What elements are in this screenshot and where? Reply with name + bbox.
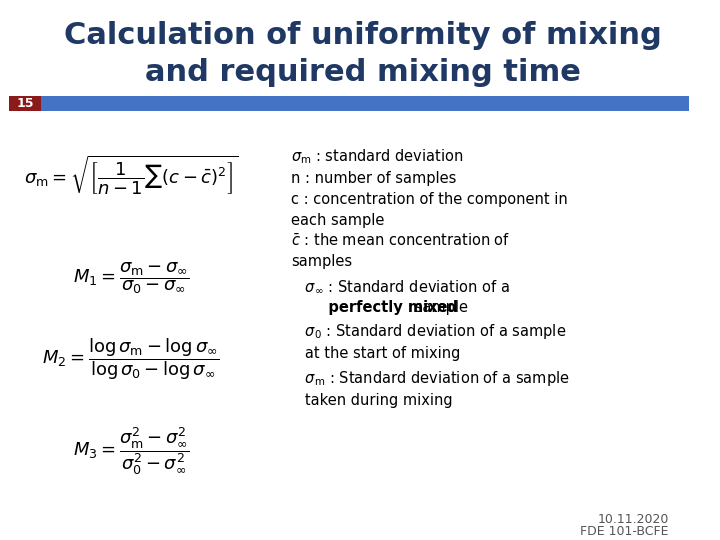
Text: at the start of mixing: at the start of mixing <box>291 346 460 361</box>
Text: $M_1 = \dfrac{\sigma_{\mathrm{m}} - \sigma_{\infty}}{\sigma_0 - \sigma_{\infty}}: $M_1 = \dfrac{\sigma_{\mathrm{m}} - \sig… <box>73 260 189 296</box>
Text: c : concentration of the component in: c : concentration of the component in <box>291 192 568 207</box>
Text: $\sigma_0$ : Standard deviation of a sample: $\sigma_0$ : Standard deviation of a sam… <box>291 322 567 341</box>
Text: $M_2 = \dfrac{\log\sigma_{\mathrm{m}} - \log\sigma_{\infty}}{\log\sigma_0 - \log: $M_2 = \dfrac{\log\sigma_{\mathrm{m}} - … <box>42 336 220 382</box>
Text: Calculation of uniformity of mixing: Calculation of uniformity of mixing <box>63 21 661 50</box>
Text: sample: sample <box>410 300 468 315</box>
Text: $M_3 = \dfrac{\sigma_{\mathrm{m}}^2 - \sigma_{\infty}^2}{\sigma_0^2 - \sigma_{\i: $M_3 = \dfrac{\sigma_{\mathrm{m}}^2 - \s… <box>73 425 189 477</box>
Text: $\sigma_{\mathrm{m}}$ : standard deviation: $\sigma_{\mathrm{m}}$ : standard deviati… <box>291 147 464 166</box>
Text: $\bar{c}$ : the mean concentration of: $\bar{c}$ : the mean concentration of <box>291 233 510 249</box>
Text: and required mixing time: and required mixing time <box>145 58 580 87</box>
Text: FDE 101-BCFE: FDE 101-BCFE <box>580 525 669 538</box>
Text: $\sigma_{\mathrm{m}} = \sqrt{\left[\dfrac{1}{n-1}\sum(c-\bar{c})^2\right]}$: $\sigma_{\mathrm{m}} = \sqrt{\left[\dfra… <box>24 154 238 197</box>
Text: perfectly mixed: perfectly mixed <box>305 300 458 315</box>
FancyBboxPatch shape <box>9 96 689 111</box>
Text: 15: 15 <box>17 97 34 110</box>
FancyBboxPatch shape <box>9 96 41 111</box>
Text: samples: samples <box>291 254 352 269</box>
Text: n : number of samples: n : number of samples <box>291 171 456 186</box>
Text: each sample: each sample <box>291 213 384 228</box>
Text: $\sigma_{\mathrm{m}}$ : Standard deviation of a sample: $\sigma_{\mathrm{m}}$ : Standard deviati… <box>291 369 570 388</box>
Text: $\sigma_{\infty}$ : Standard deviation of a: $\sigma_{\infty}$ : Standard deviation o… <box>291 279 510 295</box>
Text: 10.11.2020: 10.11.2020 <box>597 512 669 526</box>
Text: taken during mixing: taken during mixing <box>291 393 453 408</box>
